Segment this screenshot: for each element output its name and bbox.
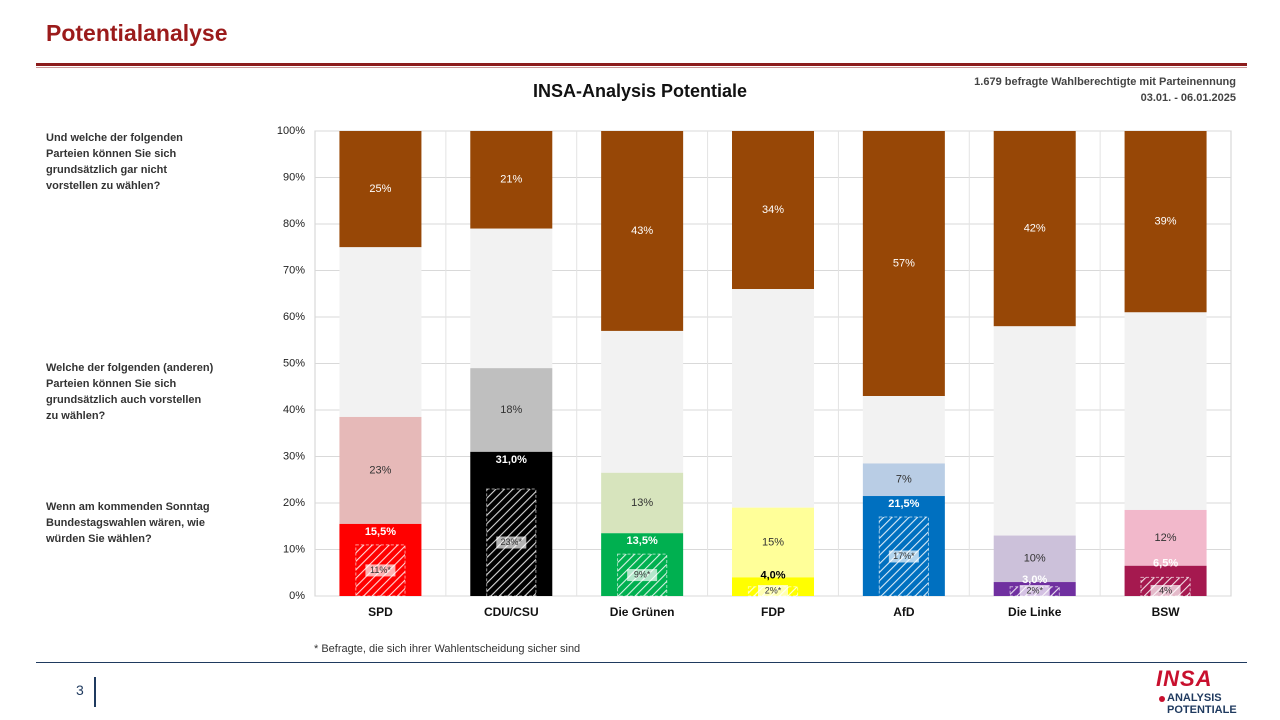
y-tick-label: 40%: [283, 404, 305, 416]
sample-size: 1.679 befragte Wahlberechtigte mit Parte…: [974, 76, 1236, 88]
label-sure-background: [1150, 585, 1181, 597]
y-tick-label: 30%: [283, 450, 305, 462]
y-tick-label: 20%: [283, 497, 305, 509]
label-not-vote: 42%: [1024, 223, 1046, 235]
label-vote: 31,0%: [496, 454, 527, 466]
page-title: Potentialanalyse: [46, 20, 228, 46]
page-number-bar: [94, 677, 96, 707]
title-divider-thin: [36, 67, 1247, 68]
label-vote: 3,0%: [1022, 574, 1047, 586]
footer-divider: [36, 662, 1247, 663]
label-vote: 15,5%: [365, 526, 396, 538]
bar-segment-neutral: [862, 396, 945, 464]
label-potential: 13%: [631, 497, 653, 509]
y-tick-label: 10%: [283, 543, 305, 555]
label-sure-background: [365, 564, 396, 577]
chart-title: INSA-Analysis Potentiale: [532, 81, 748, 101]
bar-segment-potential: [1124, 509, 1207, 566]
y-tick-label: 90%: [283, 171, 305, 183]
bar-segment-potential: [339, 416, 422, 524]
bar-segment-not-vote: [862, 131, 945, 397]
bar-segment-potential: [601, 472, 684, 534]
logo-brand: INSA: [1156, 666, 1213, 691]
bar-segment-neutral: [339, 247, 422, 417]
y-tick-label: 100%: [277, 125, 305, 137]
label-not-vote: 34%: [762, 204, 784, 216]
label-vote: 4,0%: [760, 569, 785, 581]
label-not-vote: 39%: [1155, 216, 1177, 228]
y-tick-label: 50%: [283, 357, 305, 369]
label-not-vote: 43%: [631, 225, 653, 237]
bar-segment-potential: [993, 535, 1076, 583]
bar-segment-neutral: [732, 289, 814, 508]
sample-info: 1.679 befragte Wahlberechtigte mit Parte…: [974, 74, 1236, 106]
label-sure: 11%*: [370, 565, 391, 575]
label-potential: 23%: [369, 464, 391, 476]
question-potential: Welche der folgenden (anderen) Parteien …: [46, 362, 214, 422]
label-sure-background: [627, 569, 658, 582]
x-category-label: Die Linke: [1008, 605, 1062, 619]
label-sure: 2%*: [765, 585, 782, 595]
y-tick-label: 80%: [283, 218, 305, 230]
logo-line1: ANALYSIS: [1167, 692, 1222, 704]
x-category-label: BSW: [1152, 605, 1181, 619]
question-not-vote: Und welche der folgenden Parteien können…: [46, 132, 183, 192]
logo-dot-icon: [1159, 696, 1165, 702]
bar-segment-not-vote: [993, 131, 1076, 327]
y-tick-label: 70%: [283, 264, 305, 276]
bar-segment-not-vote: [339, 131, 422, 248]
label-potential: 10%: [1024, 553, 1046, 565]
x-category-label: SPD: [368, 605, 393, 619]
label-potential: 7%: [896, 474, 912, 486]
y-tick-label: 60%: [283, 311, 305, 323]
x-category-label: FDP: [761, 605, 785, 619]
survey-period: 03.01. - 06.01.2025: [1140, 92, 1236, 104]
bar-segment-neutral: [470, 228, 553, 369]
label-sure: 2%*: [1026, 585, 1043, 595]
bar-segment-neutral: [1124, 312, 1207, 510]
insa-logo: INSA ANALYSIS POTENTIALE: [1150, 666, 1260, 716]
label-vote: 13,5%: [627, 535, 658, 547]
label-vote: 21,5%: [888, 498, 919, 510]
bar-segment-potential: [862, 463, 945, 497]
x-category-label: Die Grünen: [610, 605, 675, 619]
bar-segment-neutral: [601, 330, 684, 473]
logo-line2: POTENTIALE: [1167, 704, 1237, 716]
label-potential: 18%: [500, 404, 522, 416]
bar-segment-potential: [470, 368, 553, 452]
label-sure-background: [1019, 585, 1050, 597]
bar-segment-not-vote: [601, 131, 684, 331]
question-vote: Wenn am kommenden Sonntag Bundestagswahl…: [46, 501, 210, 545]
label-sure: 23%*: [501, 537, 523, 547]
label-sure-background: [496, 536, 527, 549]
label-potential: 12%: [1155, 532, 1177, 544]
bar-segment-not-vote: [1124, 131, 1207, 313]
title-divider: [36, 63, 1247, 66]
label-sure: 9%*: [634, 569, 651, 579]
bar-segment-not-vote: [732, 131, 814, 290]
label-not-vote: 57%: [893, 257, 915, 269]
bar-segment-not-vote: [470, 131, 553, 229]
footnote: * Befragte, die sich ihrer Wahlentscheid…: [314, 643, 581, 655]
label-not-vote: 25%: [369, 183, 391, 195]
label-vote: 6,5%: [1153, 558, 1178, 570]
label-sure: 4%: [1159, 585, 1172, 595]
label-sure: 17%*: [893, 551, 915, 561]
label-sure-background: [758, 585, 788, 597]
x-category-label: CDU/CSU: [484, 605, 539, 619]
bar-segment-neutral: [993, 326, 1076, 536]
label-sure-background: [888, 550, 919, 563]
x-category-label: AfD: [893, 605, 915, 619]
label-potential: 15%: [762, 536, 784, 548]
y-tick-label: 0%: [289, 590, 305, 602]
label-not-vote: 21%: [500, 174, 522, 186]
bar-segment-potential: [732, 507, 814, 578]
page-number: 3: [76, 682, 84, 698]
